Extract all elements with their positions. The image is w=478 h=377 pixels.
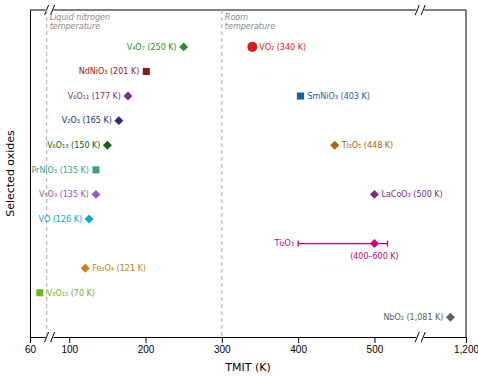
point bbox=[81, 264, 90, 273]
x-tick-label: 60 bbox=[25, 344, 37, 355]
point-sublabel: (400–600 K) bbox=[350, 252, 399, 261]
point-label: NbO₂ (1,081 K) bbox=[383, 313, 443, 322]
axis-break-mark bbox=[421, 332, 425, 342]
x-tick: 60 bbox=[25, 337, 37, 355]
x-tick-mark bbox=[30, 337, 31, 343]
point-label: LaCoO₃ (500 K) bbox=[381, 190, 442, 199]
x-tick-label: 400 bbox=[290, 344, 307, 355]
reference-line bbox=[221, 10, 222, 337]
axis-break-mark bbox=[415, 332, 419, 342]
error-bar-cap bbox=[387, 241, 388, 247]
x-tick-label: 200 bbox=[138, 344, 155, 355]
point-label: V₅O₉ (135 K) bbox=[39, 190, 89, 199]
x-axis-title: TMIT (K) bbox=[224, 361, 270, 374]
frame bbox=[466, 10, 467, 337]
x-tick: 1,200 bbox=[454, 337, 478, 355]
point-label: SmNiO₃ (403 K) bbox=[307, 92, 369, 101]
x-tick: 200 bbox=[138, 337, 155, 355]
x-tick: 500 bbox=[367, 337, 384, 355]
point bbox=[91, 190, 100, 199]
x-tick: 100 bbox=[61, 337, 78, 355]
labels: Liquid nitrogentemperature Roomtemperatur… bbox=[31, 13, 443, 322]
point bbox=[446, 313, 455, 322]
point bbox=[330, 141, 339, 150]
point bbox=[92, 166, 99, 173]
x-tick-mark bbox=[374, 337, 375, 343]
point bbox=[36, 289, 43, 296]
point-label: PrNiO₃ (135 K) bbox=[31, 166, 89, 175]
x-tick-label: 300 bbox=[214, 344, 231, 355]
point bbox=[103, 141, 112, 150]
point bbox=[370, 239, 379, 248]
point bbox=[370, 190, 379, 199]
x-tick-label: 100 bbox=[61, 344, 78, 355]
x-axis-line bbox=[31, 337, 467, 338]
axis-break-mark bbox=[421, 5, 425, 15]
point-label: V₄O₇ (250 K) bbox=[127, 43, 177, 52]
point bbox=[85, 215, 94, 224]
marks bbox=[36, 10, 455, 337]
annotation: Liquid nitrogentemperature bbox=[50, 13, 110, 31]
axis-break-mark bbox=[415, 5, 419, 15]
axis-break-mark bbox=[51, 332, 55, 342]
x-tick-mark bbox=[146, 337, 147, 343]
error-bar-cap bbox=[297, 241, 298, 247]
point-label: VO (126 K) bbox=[39, 215, 82, 224]
x-tick: 400 bbox=[290, 337, 307, 355]
point bbox=[124, 92, 133, 101]
x-tick-mark bbox=[466, 337, 467, 343]
point-label: VO₂ (340 K) bbox=[259, 43, 306, 52]
point bbox=[143, 68, 150, 75]
x-tick-label: 1,200 bbox=[454, 344, 478, 355]
point-label: V₈O₁₅ (70 K) bbox=[47, 289, 95, 298]
point bbox=[179, 42, 188, 51]
y-axis-title: Selected oxides bbox=[4, 130, 17, 217]
point-label: Ti₂O₃ bbox=[274, 239, 295, 248]
annotation: Roomtemperature bbox=[225, 13, 276, 31]
x-tick-mark bbox=[298, 337, 299, 343]
x-tick-mark bbox=[222, 337, 223, 343]
point bbox=[247, 42, 257, 52]
frame bbox=[30, 10, 466, 11]
x-tick: 300 bbox=[214, 337, 231, 355]
point-label: Fe₃O₄ (121 K) bbox=[92, 264, 146, 273]
point bbox=[114, 116, 123, 125]
plot: 60 100 200 300 400 500 1,200 Liquid nitrogentem… bbox=[25, 5, 478, 355]
point-label: V₂O₃ (165 K) bbox=[62, 116, 112, 125]
x-tick-mark bbox=[69, 337, 70, 343]
point-label: Ti₃O₅ (448 K) bbox=[341, 141, 393, 150]
x-tick-label: 500 bbox=[367, 344, 384, 355]
point bbox=[297, 93, 304, 100]
chart: 60 100 200 300 400 500 1,200 Liquid nitrogentem… bbox=[0, 0, 478, 377]
point-label: NdNiO₃ (201 K) bbox=[79, 67, 140, 76]
x-axis: 60 100 200 300 400 500 1,200 bbox=[25, 337, 478, 355]
point-label: V₆O₁₃ (150 K) bbox=[47, 141, 100, 150]
point-label: V₆O₁₁ (177 K) bbox=[68, 92, 121, 101]
